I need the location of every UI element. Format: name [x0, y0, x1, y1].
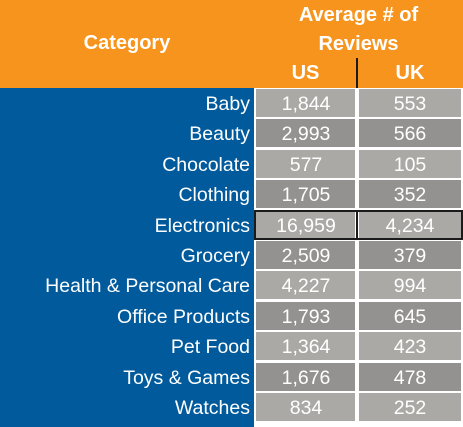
us-cell-background [256, 393, 355, 421]
uk-value: 478 [393, 367, 427, 389]
table-row: Beauty 2,993 566 [0, 119, 463, 149]
us-column-header: US [291, 62, 320, 84]
category-label: Health & Personal Care [45, 275, 250, 297]
us-cell-background [256, 89, 355, 117]
table-row: Baby 1,844 553 [0, 89, 463, 119]
uk-cell-background [359, 271, 461, 299]
table-row: Chocolate 577 105 [0, 150, 463, 180]
category-label: Grocery [180, 245, 250, 267]
group-header-line-2: Reviews [318, 33, 399, 55]
category-label: Beauty [189, 123, 250, 145]
us-cell-background [256, 180, 355, 208]
us-cell-background [256, 363, 355, 391]
uk-value: 566 [393, 123, 427, 145]
us-cell-background [256, 119, 355, 147]
uk-cell-background [359, 119, 461, 147]
us-value: 4,227 [281, 275, 331, 297]
uk-value: 352 [393, 184, 427, 206]
us-cell-background [256, 150, 355, 178]
table-row: Grocery 2,509 379 [0, 241, 463, 271]
us-value: 16,959 [276, 215, 336, 237]
us-value: 2,509 [281, 245, 331, 267]
uk-cell-background [359, 180, 461, 208]
uk-value: 423 [393, 336, 427, 358]
category-label: Office Products [117, 306, 250, 328]
table-row: Office Products 1,793 645 [0, 302, 463, 332]
us-value: 2,993 [281, 123, 331, 145]
header-column-divider [356, 58, 358, 88]
uk-value: 553 [393, 93, 427, 115]
table-row: Pet Food 1,364 423 [0, 332, 463, 362]
us-value: 834 [289, 397, 323, 419]
us-cell-background [256, 271, 355, 299]
table-row: Health & Personal Care 4,227 994 [0, 271, 463, 301]
uk-cell-background [359, 241, 461, 269]
uk-cell-background [359, 89, 461, 117]
uk-cell-background [359, 302, 461, 330]
uk-column-header: UK [395, 62, 425, 84]
table-row: Watches 834 252 [0, 393, 463, 423]
us-value: 1,705 [281, 184, 331, 206]
table-row: Electronics 16,959 4,234 [0, 210, 463, 241]
category-label: Toys & Games [123, 367, 250, 389]
uk-cell-background [359, 332, 461, 360]
uk-value: 379 [393, 245, 427, 267]
highlight-box [254, 210, 463, 240]
uk-value: 645 [393, 306, 427, 328]
category-label: Chocolate [162, 154, 250, 176]
uk-cell-background [359, 211, 461, 239]
table-row: Toys & Games 1,676 478 [0, 363, 463, 393]
us-cell-background [256, 241, 355, 269]
uk-value: 252 [393, 397, 427, 419]
category-label: Electronics [154, 215, 250, 237]
table-row: Clothing 1,705 352 [0, 180, 463, 210]
us-value: 1,364 [281, 336, 331, 358]
category-label: Pet Food [170, 336, 250, 358]
us-cell-background [256, 211, 355, 239]
uk-value: 4,234 [385, 215, 435, 237]
uk-cell-background [359, 393, 461, 421]
group-header-line-1: Average # of [298, 4, 419, 26]
uk-cell-background [359, 363, 461, 391]
us-value: 1,793 [281, 306, 331, 328]
uk-value: 994 [393, 275, 427, 297]
uk-value: 105 [393, 154, 427, 176]
category-label: Watches [174, 397, 250, 419]
us-cell-background [256, 302, 355, 330]
highlight-divider [356, 210, 358, 240]
category-band [0, 88, 254, 427]
us-value: 1,844 [281, 93, 331, 115]
category-label: Clothing [178, 184, 250, 206]
us-value: 577 [289, 154, 323, 176]
category-column-header: Category [83, 32, 171, 54]
table-header: Category Average # of Reviews US UK [0, 0, 463, 88]
us-value: 1,676 [281, 367, 331, 389]
us-cell-background [256, 332, 355, 360]
uk-cell-background [359, 150, 461, 178]
category-label: Baby [205, 93, 250, 115]
